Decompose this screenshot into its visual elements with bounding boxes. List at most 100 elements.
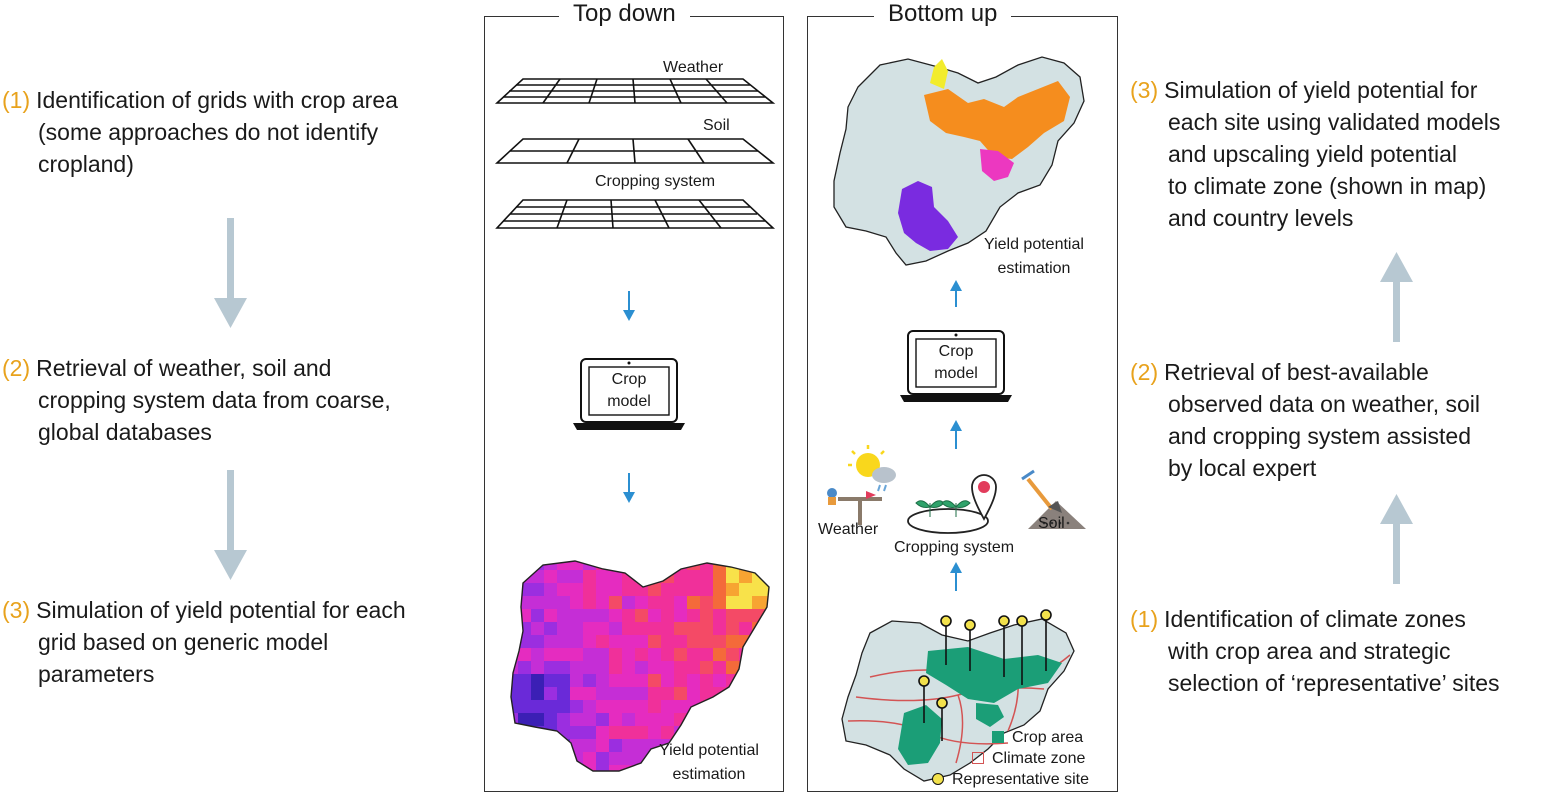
heatmap-cell — [739, 583, 752, 596]
heatmap-cell — [674, 596, 687, 609]
heatmap-cell — [739, 596, 752, 609]
heatmap-cell — [583, 726, 596, 739]
heatmap-cell — [570, 661, 583, 674]
step-text-line: selection of ‘representative’ sites — [1168, 670, 1500, 696]
heatmap-cell — [726, 622, 739, 635]
heatmap-cell — [609, 726, 622, 739]
weather-layer-label: Weather — [663, 59, 724, 76]
left-step-3: (3) Simulation of yield potential for eac… — [2, 594, 480, 690]
heatmap-cell — [648, 596, 661, 609]
heatmap-cell — [531, 583, 544, 596]
step-number: (1) — [2, 87, 31, 113]
step-text-line: Simulation of yield potential for each — [36, 597, 406, 623]
heatmap-cell — [583, 752, 596, 765]
heatmap-cell — [596, 648, 609, 661]
map-legend: Crop area Climate zone Representative si… — [932, 727, 1089, 790]
result-text-line: estimation — [997, 260, 1071, 277]
heatmap-cell — [557, 661, 570, 674]
heatmap-cell — [609, 596, 622, 609]
heatmap-cell — [583, 570, 596, 583]
heatmap-cell — [700, 661, 713, 674]
laptop-text-line: Crop — [938, 343, 974, 360]
heatmap-cell — [648, 648, 661, 661]
heatmap-cell — [511, 674, 518, 687]
heatmap-cell — [648, 661, 661, 674]
heatmap-cell — [544, 635, 557, 648]
heatmap-cell — [661, 622, 674, 635]
representative-site-swatch — [932, 773, 944, 785]
step-number: (2) — [2, 355, 31, 381]
heatmap-cell — [752, 596, 765, 609]
heatmap-cell — [661, 687, 674, 700]
heatmap-cell — [570, 596, 583, 609]
heatmap-cell — [739, 622, 752, 635]
step-text-line: global databases — [38, 419, 212, 445]
heatmap-cell — [544, 561, 557, 570]
heatmap-cell — [570, 674, 583, 687]
heatmap-cell — [700, 583, 713, 596]
heatmap-cell — [544, 674, 557, 687]
weather-icon — [827, 445, 896, 525]
heatmap-cell — [609, 609, 622, 622]
heatmap-cell — [557, 687, 570, 700]
heatmap-cell — [596, 583, 609, 596]
step-text-line: Retrieval of best-available — [1164, 359, 1429, 385]
down-arrow-head — [214, 550, 247, 580]
legend-item-climate-zone: Climate zone — [952, 748, 1089, 769]
heatmap-cell — [635, 687, 648, 700]
yield-potential-label: Yield potential estimation — [659, 739, 759, 787]
heatmap-cell — [583, 739, 596, 752]
heatmap-cell — [700, 570, 713, 583]
legend-item-representative-site: Representative site — [932, 769, 1089, 790]
heatmap-cell — [596, 687, 609, 700]
representative-site-map — [841, 609, 1075, 782]
step-text-line: Identification of climate zones — [1164, 606, 1466, 632]
heatmap-cell — [570, 726, 583, 739]
heatmap-cell — [635, 713, 648, 726]
heatmap-cell — [609, 687, 622, 700]
crop-area-patches — [898, 647, 1062, 765]
heatmap-cell — [622, 687, 635, 700]
heatmap-cell — [726, 596, 739, 609]
heatmap-cell — [674, 674, 687, 687]
heatmap-cell — [596, 739, 609, 752]
heatmap-cell — [557, 700, 570, 713]
up-arrow-head — [1380, 252, 1413, 282]
step-number: (3) — [2, 597, 31, 623]
climate-zone-swatch — [972, 752, 984, 764]
laptop-icon — [573, 358, 685, 430]
heatmap-cell — [544, 622, 557, 635]
heatmap-cell — [713, 674, 726, 687]
heatmap-cell — [544, 609, 557, 622]
panel-title: Bottom up — [874, 0, 1012, 28]
bottom-up-flow-arrows — [950, 280, 962, 591]
heatmap-cell — [609, 700, 622, 713]
heatmap-cell — [661, 609, 674, 622]
heatmap-cell — [583, 700, 596, 713]
legend-label: Climate zone — [992, 750, 1086, 767]
crop-area-swatch — [992, 731, 1004, 743]
heatmap-cell — [557, 583, 570, 596]
heatmap-cell — [596, 570, 609, 583]
heatmap-cell — [557, 674, 570, 687]
heatmap-cell — [596, 596, 609, 609]
heatmap-cell — [700, 622, 713, 635]
heatmap-cell — [661, 648, 674, 661]
heatmap-cell — [726, 583, 739, 596]
heatmap-cell — [609, 622, 622, 635]
heatmap-cell — [622, 726, 635, 739]
heatmap-cell — [557, 570, 570, 583]
heatmap-cell — [674, 622, 687, 635]
heatmap-cell — [635, 596, 648, 609]
soil-input-label: Soil — [1038, 515, 1065, 532]
heatmap-cell — [687, 622, 700, 635]
step-text-line: to climate zone (shown in map) — [1168, 173, 1487, 199]
heatmap-cell — [596, 765, 609, 771]
heatmap-cell — [609, 648, 622, 661]
soil-icon — [1021, 469, 1086, 529]
heatmap-cell — [609, 713, 622, 726]
heatmap-cell — [531, 609, 544, 622]
heatmap-cell — [596, 622, 609, 635]
heatmap-cell — [583, 713, 596, 726]
